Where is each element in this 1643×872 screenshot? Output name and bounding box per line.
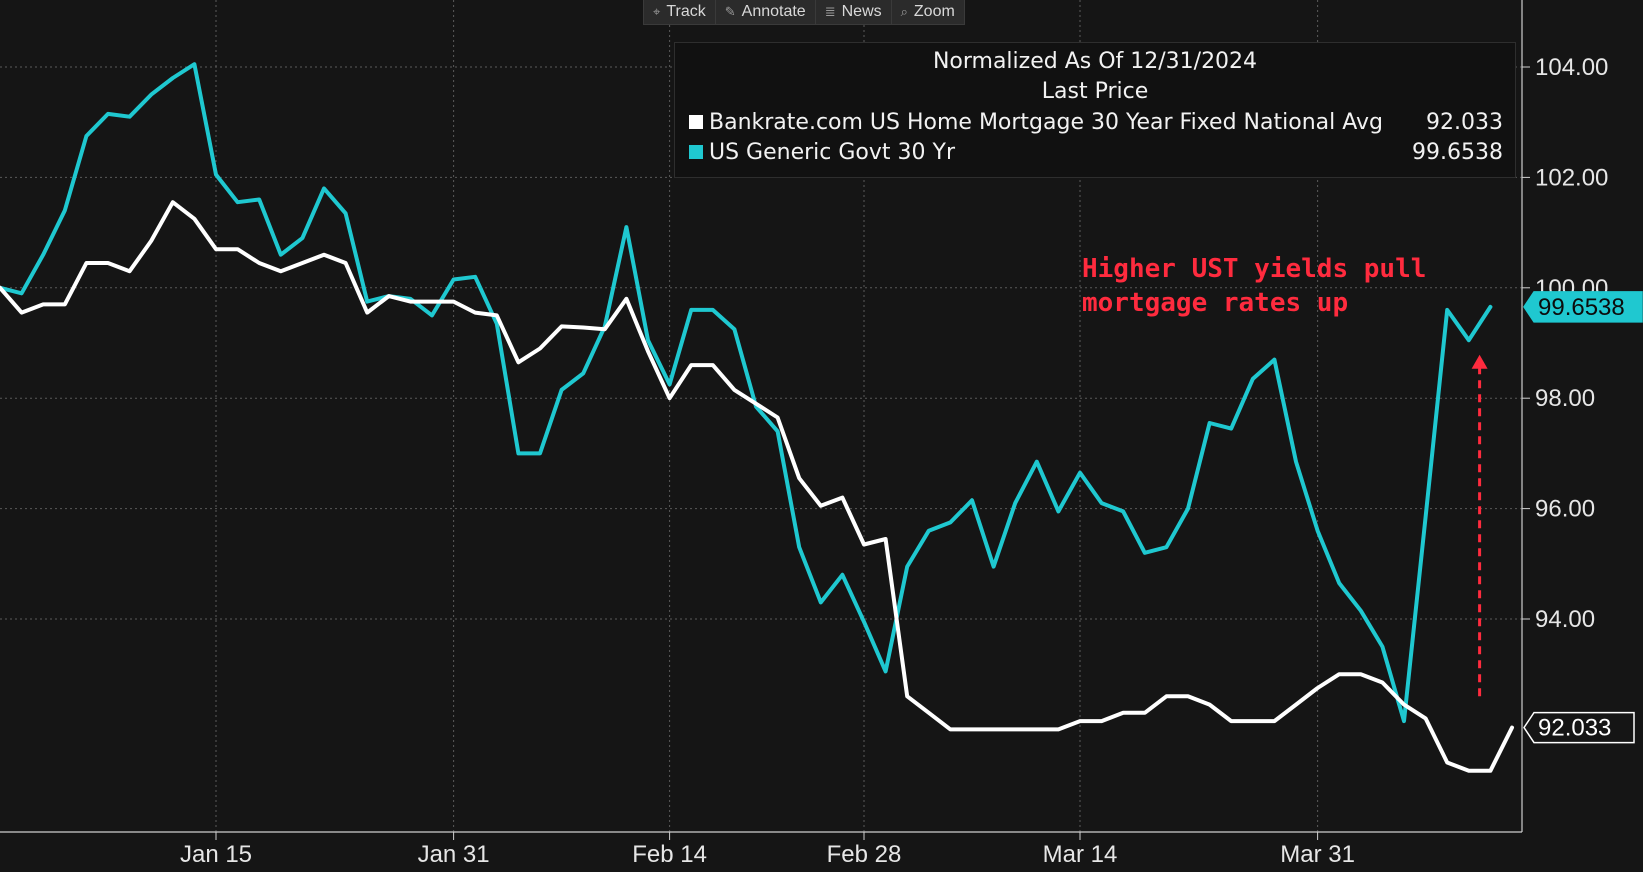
x-tick-label: Jan 15 [180, 841, 252, 868]
legend-entry-mortgage[interactable]: Bankrate.com US Home Mortgage 30 Year Fi… [675, 107, 1515, 137]
legend-value-treasury: 99.6538 [1412, 139, 1503, 165]
pencil-icon: ✎ [724, 4, 736, 19]
chart-legend: Normalized As Of 12/31/2024 Last Price B… [674, 42, 1516, 178]
mortgage-last-value-tag: 92.033 [1523, 711, 1635, 744]
annotate-label: Annotate [741, 3, 806, 20]
last-value-tag-label: 92.033 [1538, 715, 1611, 742]
annotation-line-1: Higher UST yields pull [1082, 254, 1427, 284]
last-value-tag-box [1523, 291, 1643, 323]
x-tick-label: Jan 31 [418, 841, 490, 868]
legend-header-normalized: Normalized As Of 12/31/2024 [932, 49, 1258, 74]
treasury-series-line [0, 62, 1493, 724]
annotation-line-2: mortgage rates up [1082, 288, 1349, 318]
x-tick-label: Mar 31 [1280, 841, 1355, 868]
news-label: News [841, 3, 882, 20]
annotation-arrow-head [1471, 354, 1488, 369]
treasury-last-value-tag: 99.6538 [1523, 291, 1643, 323]
magnifier-icon: ⌕ [900, 4, 908, 19]
track-button[interactable]: ⌖ Track [644, 0, 716, 24]
legend-name-mortgage: Bankrate.com US Home Mortgage 30 Year Fi… [709, 109, 1383, 135]
x-tick-label: Feb 14 [632, 841, 707, 868]
news-button[interactable]: ≣ News [816, 0, 892, 24]
track-label: Track [666, 3, 706, 20]
zoom-label: Zoom [913, 3, 955, 20]
mortgage-series-line [0, 200, 1514, 773]
legend-entry-treasury[interactable]: US Generic Govt 30 Yr 99.6538 [675, 137, 1515, 167]
chart-toolbar: ⌖ Track ✎ Annotate ≣ News ⌕ Zoom [643, 0, 965, 25]
annotate-button[interactable]: ✎ Annotate [716, 0, 816, 24]
y-tick-label: 96.00 [1535, 496, 1595, 523]
series-group [0, 62, 1514, 773]
y-tick-label: 98.00 [1535, 385, 1595, 412]
zoom-button[interactable]: ⌕ Zoom [892, 0, 964, 24]
legend-name-treasury: US Generic Govt 30 Yr [709, 139, 955, 165]
x-tick-label: Mar 14 [1043, 841, 1118, 868]
x-tick-label: Feb 28 [827, 841, 902, 868]
treasury-swatch [689, 145, 703, 159]
y-tick-label: 94.00 [1535, 606, 1595, 633]
crosshair-icon: ⌖ [653, 4, 661, 19]
legend-header-last-price: Last Price [1041, 79, 1149, 104]
y-tick-label: 104.00 [1535, 54, 1608, 81]
last-value-tag-label: 99.6538 [1538, 294, 1625, 321]
chart-annotation: Higher UST yields pull mortgage rates up [1082, 252, 1426, 320]
news-icon: ≣ [824, 4, 836, 19]
y-tick-label: 102.00 [1535, 164, 1608, 191]
mortgage-swatch [689, 115, 703, 129]
last-value-tag-box [1523, 711, 1635, 744]
legend-value-mortgage: 92.033 [1426, 109, 1503, 135]
